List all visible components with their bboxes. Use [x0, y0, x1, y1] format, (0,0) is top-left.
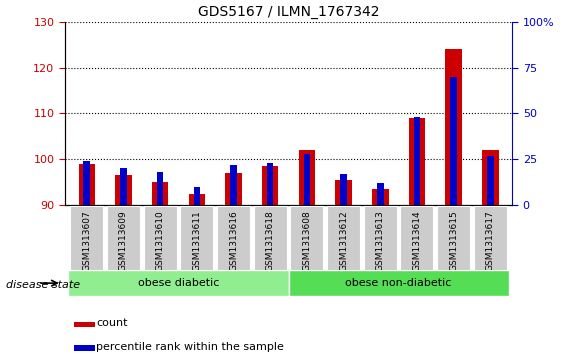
Bar [78, 164, 95, 205]
Bar [225, 173, 242, 205]
Bar [409, 118, 425, 205]
Bar [74, 322, 95, 327]
Bar [450, 77, 457, 205]
Bar [340, 174, 347, 205]
Bar [445, 49, 462, 205]
FancyBboxPatch shape [217, 206, 250, 270]
Text: GSM1313613: GSM1313613 [376, 210, 385, 271]
Bar [487, 156, 494, 205]
FancyBboxPatch shape [400, 206, 434, 270]
Bar [74, 345, 95, 351]
Bar [189, 193, 205, 205]
Text: GSM1313612: GSM1313612 [339, 210, 348, 271]
Bar [298, 150, 315, 205]
FancyBboxPatch shape [327, 206, 360, 270]
Text: GSM1313608: GSM1313608 [302, 210, 311, 271]
Bar [230, 165, 237, 205]
Bar [377, 183, 383, 205]
Text: GSM1313607: GSM1313607 [82, 210, 91, 271]
FancyBboxPatch shape [144, 206, 177, 270]
Bar [157, 172, 163, 205]
FancyBboxPatch shape [437, 206, 470, 270]
Bar [336, 180, 352, 205]
Bar [194, 187, 200, 205]
Text: GSM1313617: GSM1313617 [486, 210, 495, 271]
Bar [482, 150, 499, 205]
FancyBboxPatch shape [289, 270, 508, 296]
FancyBboxPatch shape [69, 270, 289, 296]
Text: percentile rank within the sample: percentile rank within the sample [96, 342, 284, 352]
FancyBboxPatch shape [107, 206, 140, 270]
Text: GSM1313616: GSM1313616 [229, 210, 238, 271]
Text: GSM1313610: GSM1313610 [155, 210, 164, 271]
FancyBboxPatch shape [474, 206, 507, 270]
Text: obese diabetic: obese diabetic [138, 278, 219, 288]
Bar [120, 168, 127, 205]
Bar [372, 189, 388, 205]
FancyBboxPatch shape [364, 206, 397, 270]
Text: disease state: disease state [6, 280, 80, 290]
Text: GSM1313614: GSM1313614 [413, 210, 422, 271]
Bar [267, 163, 274, 205]
Text: GSM1313609: GSM1313609 [119, 210, 128, 271]
Bar [152, 182, 168, 205]
Bar [303, 154, 310, 205]
Bar [83, 161, 90, 205]
FancyBboxPatch shape [254, 206, 287, 270]
Text: GSM1313615: GSM1313615 [449, 210, 458, 271]
FancyBboxPatch shape [70, 206, 103, 270]
Text: count: count [96, 318, 128, 329]
Title: GDS5167 / ILMN_1767342: GDS5167 / ILMN_1767342 [198, 5, 379, 19]
FancyBboxPatch shape [180, 206, 213, 270]
Text: obese non-diabetic: obese non-diabetic [346, 278, 452, 288]
Bar [262, 166, 279, 205]
Bar [414, 117, 420, 205]
Text: GSM1313611: GSM1313611 [193, 210, 202, 271]
Bar [115, 175, 132, 205]
FancyBboxPatch shape [291, 206, 323, 270]
Text: GSM1313618: GSM1313618 [266, 210, 275, 271]
